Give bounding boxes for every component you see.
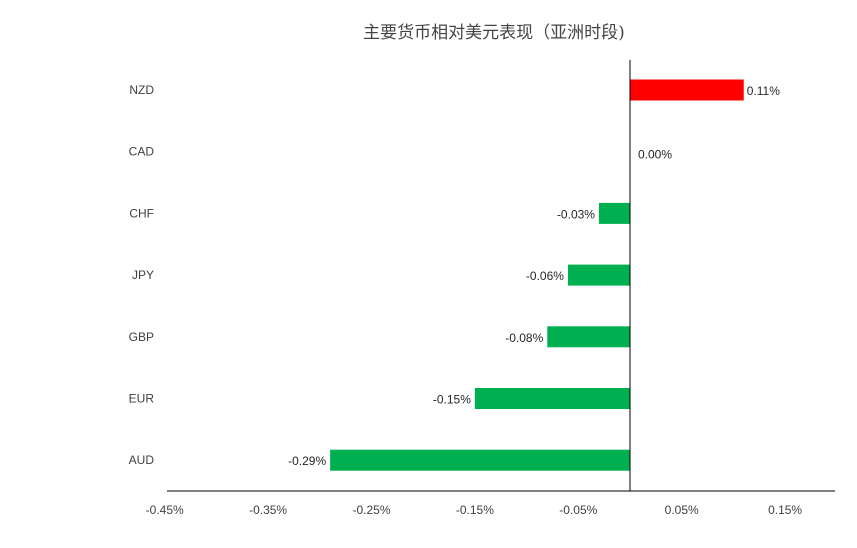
category-label: EUR (129, 392, 155, 406)
x-tick-label: 0.05% (665, 503, 699, 517)
category-label: NZD (129, 83, 154, 97)
category-label: AUD (129, 453, 155, 467)
bar-jpy (567, 264, 630, 286)
bar-gbp (547, 326, 630, 348)
x-tick-label: -0.25% (352, 503, 390, 517)
data-label: -0.29% (288, 454, 326, 468)
chart-title: 主要货币相对美元表现（亚洲时段) (363, 23, 625, 43)
data-label: -0.15% (433, 393, 471, 407)
data-label: -0.08% (505, 331, 543, 345)
bar-nzd (630, 79, 744, 101)
x-tick-label: 0.15% (768, 503, 802, 517)
data-label: 0.00% (638, 148, 672, 162)
category-label: CHF (129, 206, 154, 220)
x-tick-label: -0.15% (456, 503, 494, 517)
bar-chf (598, 202, 630, 224)
x-tick-label: -0.45% (146, 503, 184, 517)
data-label: -0.06% (526, 269, 564, 283)
category-label: JPY (132, 268, 154, 282)
category-label: CAD (129, 145, 155, 159)
bar-aud (330, 449, 630, 471)
data-label: -0.03% (557, 207, 595, 221)
bar-eur (474, 388, 630, 409)
x-tick-label: -0.05% (559, 503, 597, 517)
x-tick-label: -0.35% (249, 503, 287, 517)
data-label: 0.11% (747, 84, 780, 98)
category-label: GBP (129, 330, 154, 344)
